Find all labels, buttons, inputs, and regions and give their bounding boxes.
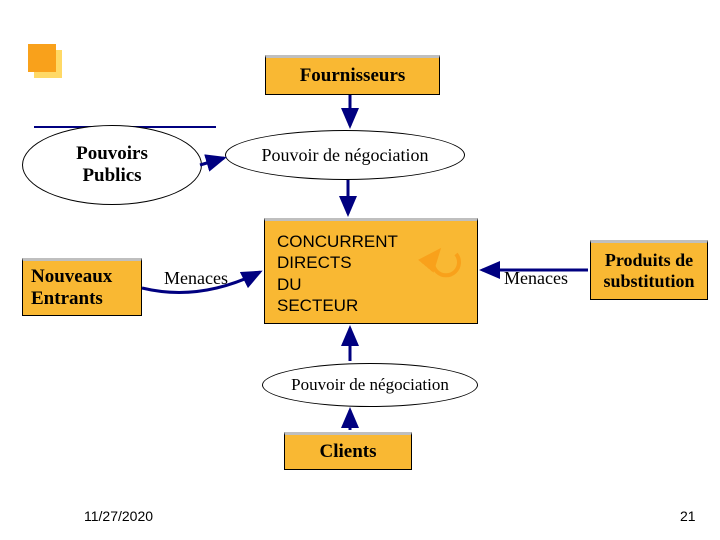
ellipse-nego-top: Pouvoir de négociation <box>225 130 465 180</box>
conc-line3: DU <box>277 275 302 294</box>
conc-line1: CONCURRENT <box>277 232 398 251</box>
prod-line2: substitution <box>603 271 694 291</box>
nouveaux-line2: Entrants <box>31 288 103 309</box>
conc-line4: SECTEUR <box>277 296 358 315</box>
footer-page: 21 <box>680 508 696 524</box>
deco-square <box>34 50 62 78</box>
pouvoirs-line1: Pouvoirs <box>76 143 148 164</box>
nego-top-label: Pouvoir de négociation <box>262 145 429 166</box>
box-produits-substitution: Produits de substitution <box>590 240 708 300</box>
conc-line2: DIRECTS <box>277 253 352 272</box>
prod-line1: Produits de <box>605 250 693 270</box>
box-nouveaux-entrants: Nouveaux Entrants <box>22 258 142 316</box>
clients-label: Clients <box>320 441 377 463</box>
label-menaces-left: Menaces <box>164 268 228 289</box>
box-concurrents: CONCURRENT DIRECTS DU SECTEUR <box>264 218 478 324</box>
label-menaces-right: Menaces <box>504 268 568 289</box>
ellipse-nego-bottom: Pouvoir de négociation <box>262 363 478 407</box>
nego-bottom-label: Pouvoir de négociation <box>291 375 449 395</box>
fournisseurs-label: Fournisseurs <box>300 65 406 87</box>
box-clients: Clients <box>284 432 412 470</box>
footer-date: 11/27/2020 <box>84 508 153 524</box>
ellipse-pouvoirs-publics: Pouvoirs Publics <box>22 125 202 205</box>
arrow-pouvoirs-to-nego <box>200 158 224 165</box>
box-fournisseurs: Fournisseurs <box>265 55 440 95</box>
nouveaux-line1: Nouveaux <box>31 266 112 287</box>
pouvoirs-line2: Publics <box>82 165 141 186</box>
